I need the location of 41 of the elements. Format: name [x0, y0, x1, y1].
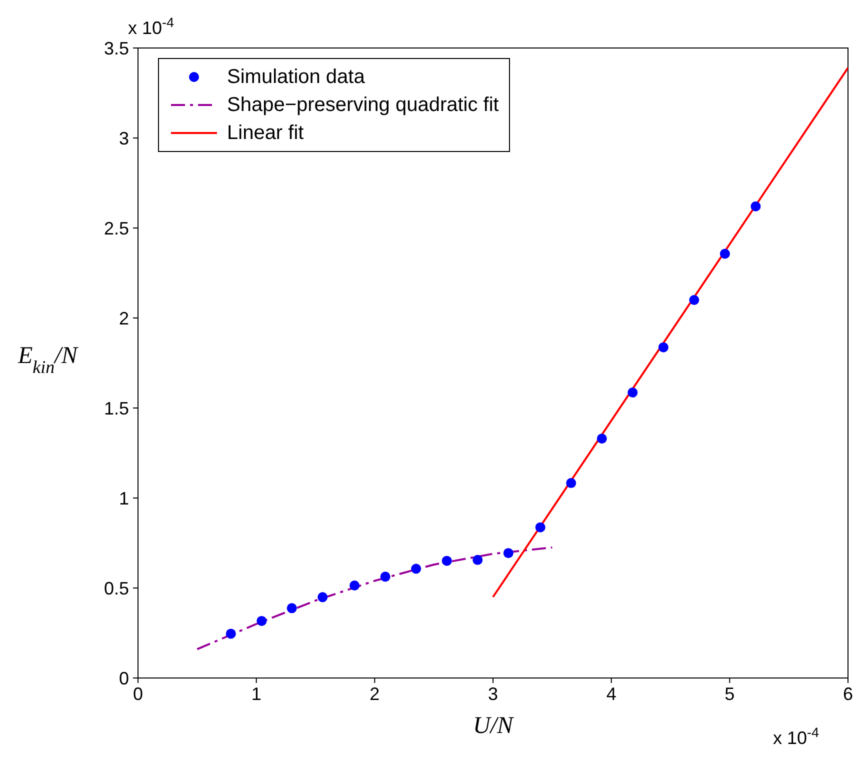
x-tick-label: 5 [724, 684, 735, 704]
line-series [196, 546, 554, 650]
point [689, 295, 700, 305]
point [411, 564, 422, 574]
y-tick-label: 3.5 [104, 38, 129, 58]
y-tick-label: 2 [118, 308, 129, 328]
point [628, 388, 638, 398]
point [380, 572, 390, 582]
legend-label: Simulation data [227, 65, 365, 90]
point [596, 434, 607, 444]
x-axis-title: U/N [472, 713, 515, 739]
y-tick-label: 0.5 [104, 578, 129, 598]
point [566, 478, 576, 488]
y-tick-label: 1 [118, 488, 129, 508]
point [472, 554, 483, 565]
x-tick-label: 1 [251, 684, 262, 704]
x-tick-label: 6 [842, 684, 854, 704]
point [286, 603, 297, 614]
point [750, 201, 761, 212]
point [318, 592, 328, 602]
point [256, 616, 267, 626]
point [226, 628, 236, 639]
y-tick-label: 3 [118, 128, 129, 148]
legend-label: Linear fit [227, 121, 304, 146]
point [658, 342, 668, 352]
point [503, 548, 514, 558]
x-tick-label: 4 [606, 684, 616, 704]
point [535, 522, 546, 532]
text: x 10$^{-4}$ [128, 14, 175, 38]
y-tick-label: 1.5 [104, 398, 129, 418]
x-tick-label: 0 [132, 684, 144, 704]
y-tick-label: 2.5 [104, 218, 129, 238]
legend-label: Shape−preserving quadratic fit [227, 93, 499, 118]
x-tick-label: 2 [370, 684, 380, 704]
point [442, 556, 452, 566]
y-axis-title: E$_{kin}$/N [17, 343, 80, 377]
text: x 10$^{-4}$ [773, 724, 820, 748]
point [350, 580, 360, 590]
point [720, 248, 730, 259]
y-tick-label: 0 [118, 668, 129, 688]
x-tick-label: 3 [488, 684, 498, 704]
